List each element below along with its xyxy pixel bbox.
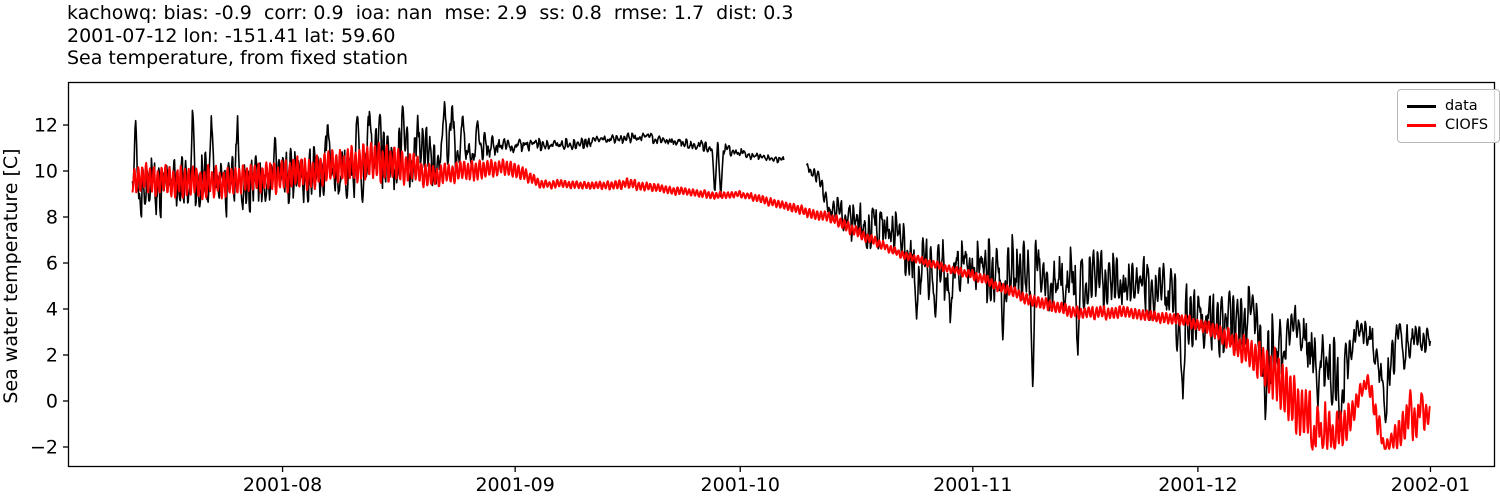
- y-tick-label: 4: [46, 298, 58, 320]
- x-tick-label: 2001-12: [1158, 474, 1237, 496]
- x-tick-label: 2001-10: [701, 474, 780, 496]
- legend: data CIOFS: [1397, 89, 1500, 143]
- y-tick-label: 0: [46, 390, 58, 412]
- legend-label-data: data: [1445, 98, 1478, 114]
- y-tick-label: 6: [46, 253, 58, 275]
- series-line-data: [131, 101, 1432, 432]
- x-tick-label: 2001-11: [933, 474, 1012, 496]
- x-tick-label: 2001-09: [475, 474, 554, 496]
- plot-frame: [67, 81, 1496, 468]
- legend-entry-ciofs: CIOFS: [1407, 118, 1488, 133]
- series-line-ciofs: [131, 141, 1431, 451]
- title-stats-line: kachowq: bias: -0.9 corr: 0.9 ioa: nan m…: [67, 2, 794, 24]
- y-tick-label: 10: [34, 161, 58, 183]
- data-line-swatch: [1407, 105, 1436, 108]
- title-location-line: 2001-07-12 lon: -151.41 lat: 59.60: [67, 24, 396, 47]
- x-tick-label: 2001-08: [243, 474, 322, 496]
- y-tick-label: −2: [30, 436, 58, 458]
- title-block: kachowq: bias: -0.9 corr: 0.9 ioa: nan m…: [67, 2, 794, 70]
- title-main-line: Sea temperature, from fixed station: [67, 47, 408, 69]
- legend-entry-data: data: [1407, 99, 1488, 114]
- ciofs-line-swatch: [1407, 124, 1436, 127]
- y-tick-label: 8: [46, 207, 58, 229]
- x-tick-label: 2002-01: [1391, 474, 1470, 496]
- y-tick-label: 12: [34, 115, 58, 137]
- y-tick-label: 2: [46, 344, 58, 366]
- legend-label-ciofs: CIOFS: [1445, 117, 1489, 133]
